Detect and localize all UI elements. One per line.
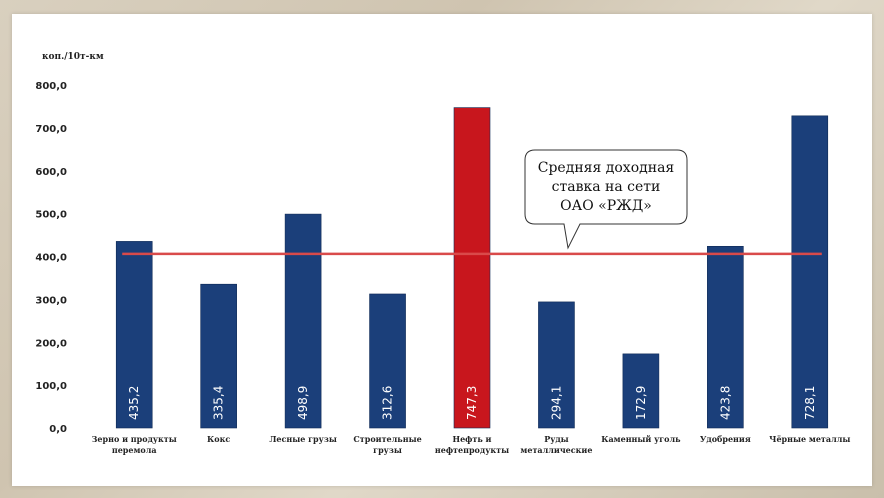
y-tick-label: 200,0 — [35, 338, 67, 349]
y-axis-unit-label: коп./10т-км — [42, 52, 104, 62]
bar-value-label: 435,2 — [127, 386, 141, 420]
bar — [284, 213, 322, 429]
x-tick-label: Кокс — [207, 434, 230, 444]
callout-text: Средняя доходная — [538, 160, 675, 176]
x-tick-label: Лесные грузы — [269, 434, 337, 444]
y-tick-label: 700,0 — [35, 124, 67, 135]
bar — [453, 107, 491, 429]
x-tick-label: нефтепродукты — [435, 445, 509, 455]
x-tick-label: грузы — [373, 445, 402, 455]
bar — [622, 353, 660, 429]
x-tick-label: перемола — [112, 445, 157, 455]
x-tick-label: Зерно и продукты — [92, 434, 177, 444]
bar-value-label: 335,4 — [212, 386, 226, 420]
callout-text: ставка на сети — [552, 179, 661, 195]
y-axis-ticks: 0,0 100,0 200,0 300,0 400,0 500,0 600,0 700,0 80… — [35, 81, 67, 435]
bar — [791, 115, 829, 429]
bar-value-label: 312,6 — [381, 386, 395, 420]
chart-panel: коп./10т-км 0,0 100,0 200,0 300,0 400,0 500,0… — [12, 14, 872, 486]
y-tick-label: 800,0 — [35, 81, 67, 92]
y-tick-label: 300,0 — [35, 295, 67, 306]
bars: 435,2 335,4 498,9 312,6 747,3 294,1 172,9 423,8… — [115, 107, 829, 429]
callout-bubble — [524, 149, 688, 250]
y-tick-label: 0,0 — [49, 424, 67, 435]
x-tick-label: Руды — [544, 434, 569, 444]
y-tick-label: 100,0 — [35, 381, 67, 392]
x-tick-label: Нефть и — [453, 434, 492, 444]
bar — [707, 245, 744, 429]
average-rate-callout: Средняя доходная ставка на сети ОАО «РЖД» — [524, 149, 688, 250]
bar-chart: коп./10т-км 0,0 100,0 200,0 300,0 400,0 500,0… — [35, 52, 851, 455]
bar-value-label: 172,9 — [634, 386, 648, 420]
callout-text: ОАО «РЖД» — [560, 198, 652, 214]
bar-value-label: 294,1 — [549, 386, 563, 420]
y-tick-label: 500,0 — [35, 210, 67, 221]
bar — [538, 301, 575, 429]
bar — [115, 241, 153, 429]
bar-value-label: 728,1 — [803, 386, 817, 420]
x-tick-label: Чёрные металлы — [769, 434, 850, 444]
bar-value-label: 747,3 — [465, 386, 479, 420]
bar-value-label: 423,8 — [718, 386, 732, 420]
x-tick-label: Строительные — [353, 434, 421, 444]
y-tick-label: 600,0 — [35, 167, 67, 178]
y-tick-label: 400,0 — [35, 253, 67, 264]
bar-value-label: 498,9 — [296, 386, 310, 420]
x-tick-label: Удобрения — [700, 434, 751, 444]
bar — [200, 283, 237, 429]
bar — [369, 293, 406, 429]
x-tick-label: металлические — [520, 445, 592, 455]
x-tick-label: Каменный уголь — [601, 434, 681, 444]
